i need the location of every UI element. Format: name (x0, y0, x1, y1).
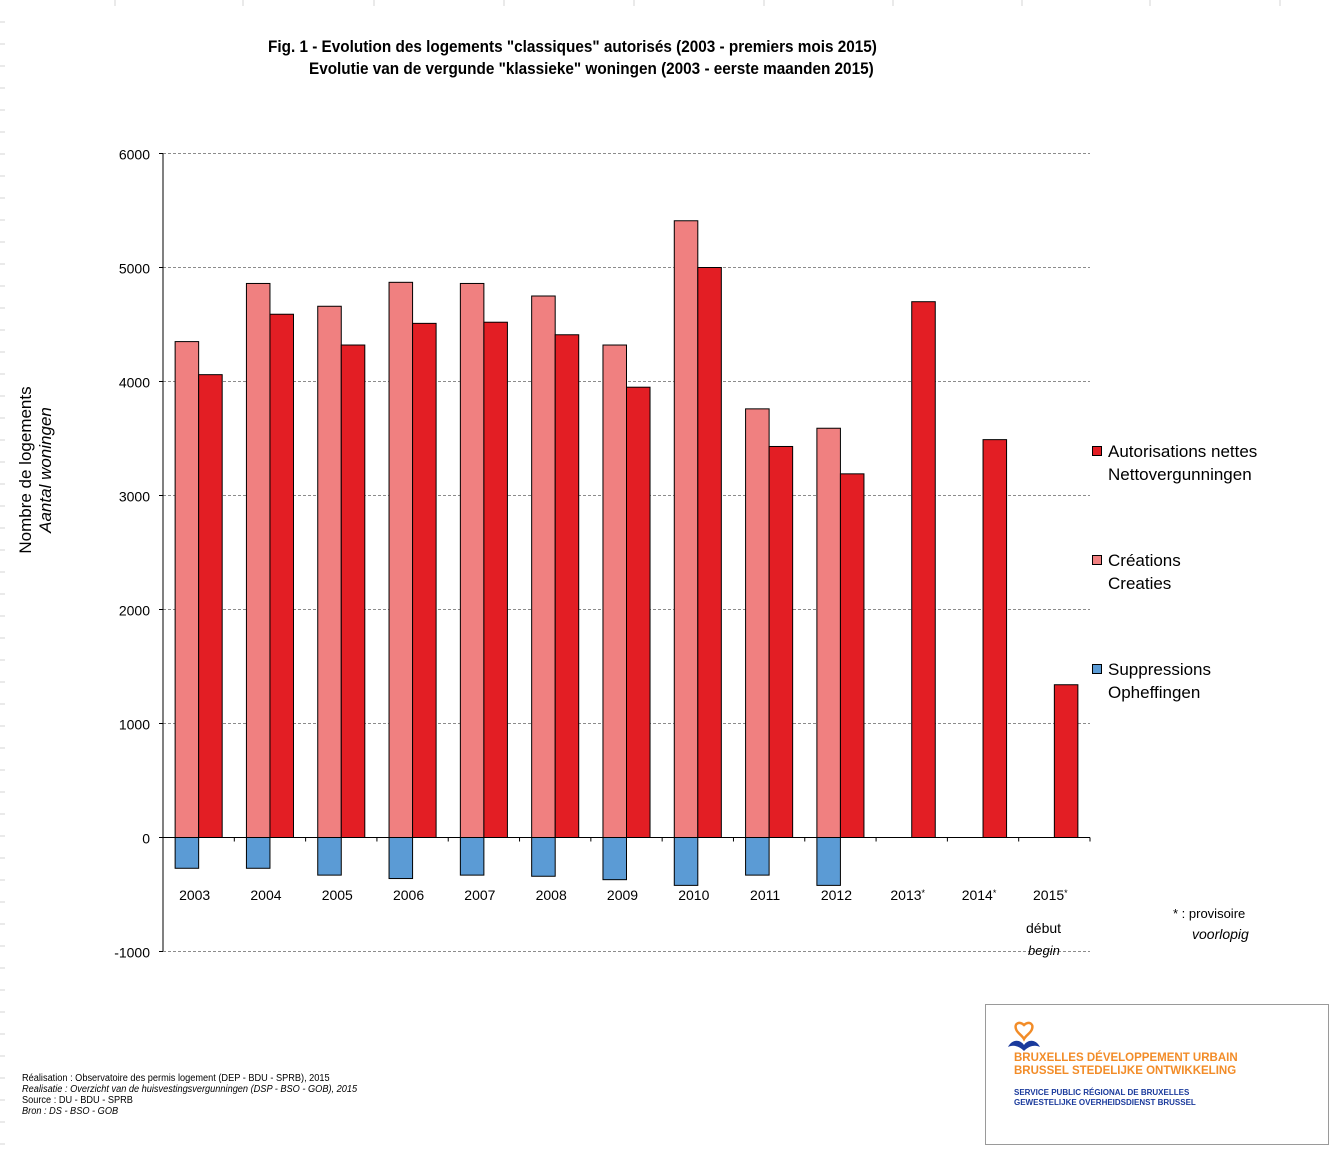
x-tick-label: 2011 (750, 887, 780, 903)
bar-creations (745, 408, 770, 838)
x-tick-label: 2006 (393, 887, 424, 903)
x-tick-label: 2015* (1033, 887, 1068, 903)
legend-label-net-nl: Nettovergunningen (1108, 465, 1252, 484)
logo-icon (1008, 1021, 1040, 1051)
bar-net (911, 301, 936, 838)
bar-creations (245, 282, 271, 838)
y-axis-label-nl: Aantal woningen (36, 407, 55, 533)
bar-suppressions (816, 837, 841, 886)
legend-label-creations-nl: Creaties (1108, 574, 1172, 593)
debut-note: début (1026, 920, 1062, 936)
y-tick-label: 3000 (119, 489, 150, 505)
credits-line-4: Bron : DS - BSO - GOB (22, 1106, 119, 1117)
bar-net (412, 322, 437, 838)
x-tick-label: 2005 (322, 887, 353, 903)
y-tick-label: 1000 (119, 717, 150, 733)
bar-suppressions (459, 837, 485, 876)
bar-creations (531, 295, 556, 838)
x-tick-label: 2009 (607, 887, 638, 903)
bar-net (554, 334, 580, 838)
chart-title: Fig. 1 - Evolution des logements "classi… (268, 37, 877, 56)
y-tick-label: 6000 (119, 147, 150, 163)
y-axis-label-fr: Nombre de logements (16, 386, 35, 554)
bar-net (697, 267, 722, 838)
legend-label-creations: Créations (1108, 551, 1181, 570)
bar-suppressions (245, 837, 271, 869)
bar-net (768, 445, 794, 838)
bar-net (839, 473, 865, 838)
x-tick-label: 2003 (179, 887, 210, 903)
bar-net (1053, 684, 1079, 838)
credits-line-3: Source : DU - BDU - SPRB (22, 1095, 133, 1106)
x-tick-label: 2014* (962, 887, 997, 903)
begin-note: begin (1028, 943, 1060, 958)
provisoire-note: * : provisoire (1173, 906, 1246, 921)
credits-line-1: Réalisation : Observatoire des permis lo… (22, 1073, 330, 1084)
x-tick-label: 2010 (678, 887, 709, 903)
bar-suppressions (745, 837, 770, 876)
legend-label-net: Autorisations nettes (1108, 442, 1258, 461)
logo-panel: BRUXELLES DÉVELOPPEMENT URBAIN BRUSSEL S… (985, 1004, 1329, 1145)
y-tick-label: -1000 (114, 945, 150, 961)
bar-net (982, 439, 1008, 838)
credits-line-2: Realisatie : Overzicht van de huisvestin… (22, 1084, 358, 1095)
bar-net (626, 386, 651, 838)
x-tick-label: 2012 (821, 887, 852, 903)
x-tick-label: 2008 (536, 887, 567, 903)
bar-creations (174, 341, 200, 838)
bar-suppressions (531, 837, 556, 877)
bar-suppressions (673, 837, 699, 886)
legend-label-suppressions-nl: Opheffingen (1108, 683, 1201, 702)
logo-text-fr: BRUXELLES DÉVELOPPEMENT URBAIN (1014, 1052, 1238, 1064)
logo-service-nl: GEWESTELIJKE OVERHEIDSDIENST BRUSSEL (1014, 1098, 1196, 1107)
y-tick-label: 0 (142, 831, 150, 847)
bar-net (198, 374, 223, 838)
y-tick-label: 5000 (119, 261, 150, 277)
bar-net (483, 321, 508, 839)
credits: Réalisation : Observatoire des permis lo… (22, 1073, 357, 1117)
x-tick-label: 2007 (464, 887, 495, 903)
legend-swatch-suppressions (1092, 664, 1102, 674)
chart-subtitle: Evolutie van de vergunde "klassieke" won… (309, 59, 874, 78)
x-tick-label: 2013* (890, 887, 925, 903)
bar-creations (388, 281, 414, 838)
bar-net (269, 313, 294, 838)
x-tick-label: 2004 (250, 887, 281, 903)
logo-service-fr: SERVICE PUBLIC RÉGIONAL DE BRUXELLES (1014, 1088, 1190, 1097)
bar-creations (459, 282, 485, 838)
bar-creations (602, 344, 627, 838)
legend-label-suppressions: Suppressions (1108, 660, 1212, 679)
bar-suppressions (602, 837, 627, 881)
bar-suppressions (388, 837, 414, 880)
bar-suppressions (174, 837, 200, 869)
bar-creations (816, 427, 841, 838)
y-tick-label: 2000 (119, 603, 150, 619)
voorlopig-note: voorlopig (1192, 926, 1249, 942)
legend-swatch-creations (1092, 555, 1102, 565)
bar-creations (317, 305, 342, 838)
bar-creations (673, 220, 699, 838)
logo-text-nl: BRUSSEL STEDELIJKE ONTWIKKELING (1014, 1065, 1237, 1077)
y-tick-label: 4000 (119, 375, 150, 391)
bar-net (340, 344, 366, 838)
legend-swatch-net (1092, 446, 1102, 456)
bar-suppressions (317, 837, 342, 876)
